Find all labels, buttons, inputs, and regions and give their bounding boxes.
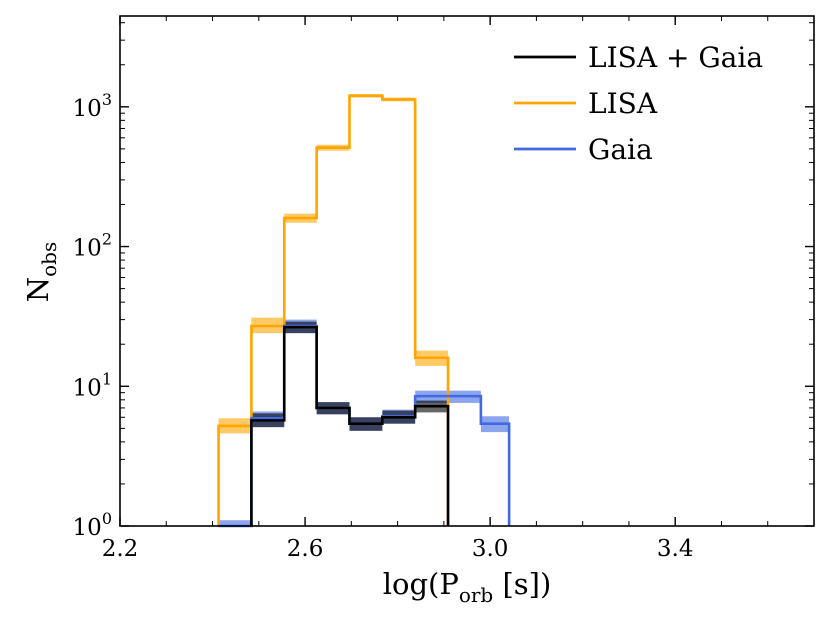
legend-label-lisa-gaia: LISA + Gaia — [588, 41, 763, 74]
x-axis-label: log(Porb [s]) — [383, 567, 552, 607]
y-tick-label: 102 — [73, 230, 112, 262]
legend-label-lisa: LISA — [588, 87, 658, 120]
y-tick-label: 103 — [73, 90, 112, 122]
x-tick-label: 2.2 — [102, 536, 139, 562]
gaia-band-bin-0 — [218, 520, 252, 526]
x-tick-label: 3.0 — [472, 536, 509, 562]
plot-background — [120, 16, 814, 526]
y-tick-label: 101 — [73, 369, 112, 401]
series-lines — [217, 94, 511, 528]
y-axis-label: Nobs — [21, 242, 61, 302]
y-tick-label: 100 — [73, 509, 112, 541]
x-tick-label: 3.4 — [657, 536, 694, 562]
lisa-step-line — [217, 94, 450, 526]
tick-labels: 2.2 2.6 3.0 3.4 100 101 102 103 — [73, 90, 694, 562]
x-tick-label: 2.6 — [287, 536, 324, 562]
legend: LISA + Gaia LISA Gaia — [514, 41, 763, 166]
plot-frame — [119, 15, 815, 527]
legend-label-gaia: Gaia — [588, 133, 653, 166]
lisa-gaia-step-line — [250, 325, 450, 526]
